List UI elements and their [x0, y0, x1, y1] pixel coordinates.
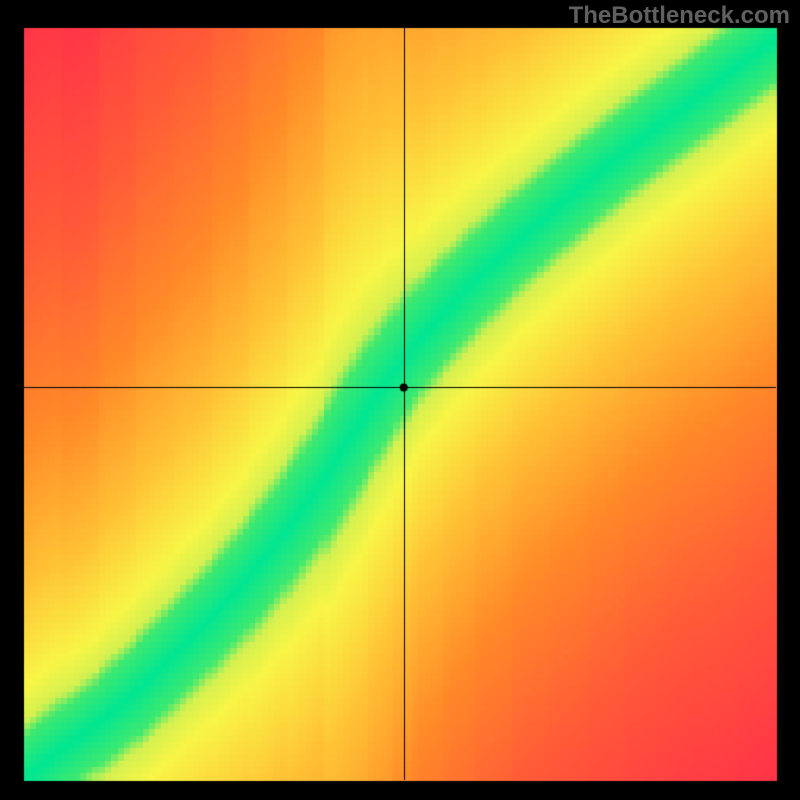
- watermark-text: TheBottleneck.com: [569, 2, 790, 30]
- chart-container: { "type": "heatmap", "canvas": { "width"…: [0, 0, 800, 800]
- bottleneck-heatmap: [0, 0, 800, 800]
